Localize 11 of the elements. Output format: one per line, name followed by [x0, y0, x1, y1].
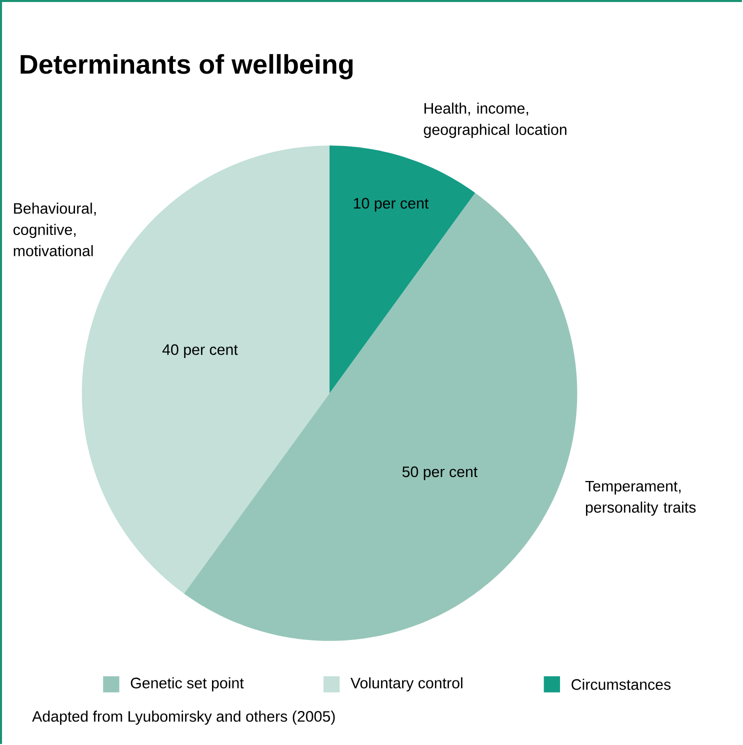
data-label: 40 per cent	[162, 344, 238, 358]
text: Behavioural, cognitive, motivational	[14, 202, 96, 256]
legend-label: Circumstances	[572, 678, 671, 690]
text: Adapted from Lyubomirsky and others (2005)	[32, 710, 335, 725]
data-label: 10 per cent	[354, 198, 429, 212]
chart-title: Determinants of wellbeing	[20, 54, 353, 80]
data-label: 50 per cent	[402, 466, 478, 480]
legend-label: Voluntary control	[350, 677, 462, 692]
text: Health, income, geographical location	[424, 102, 566, 138]
text: Temperament, personality traits	[585, 480, 696, 516]
legend-label: Genetic set point	[130, 677, 244, 692]
